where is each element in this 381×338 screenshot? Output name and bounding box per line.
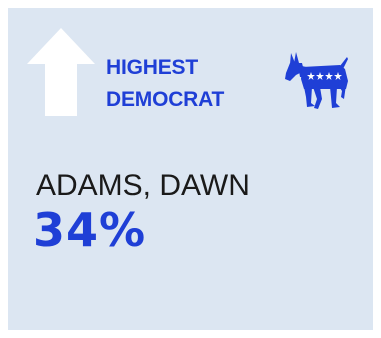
card-label: HIGHEST DEMOCRAT [106,52,224,116]
up-arrow-icon [27,28,95,116]
highest-democrat-card: HIGHEST DEMOCRAT ADAMS, DAWN 34% [8,8,373,330]
card-label-line1: HIGHEST [106,56,198,79]
candidate-percentage: 34% [33,203,147,257]
candidate-name: ADAMS, DAWN [36,169,250,202]
card-label-line2: DEMOCRAT [106,88,225,111]
democrat-donkey-icon [285,52,348,109]
